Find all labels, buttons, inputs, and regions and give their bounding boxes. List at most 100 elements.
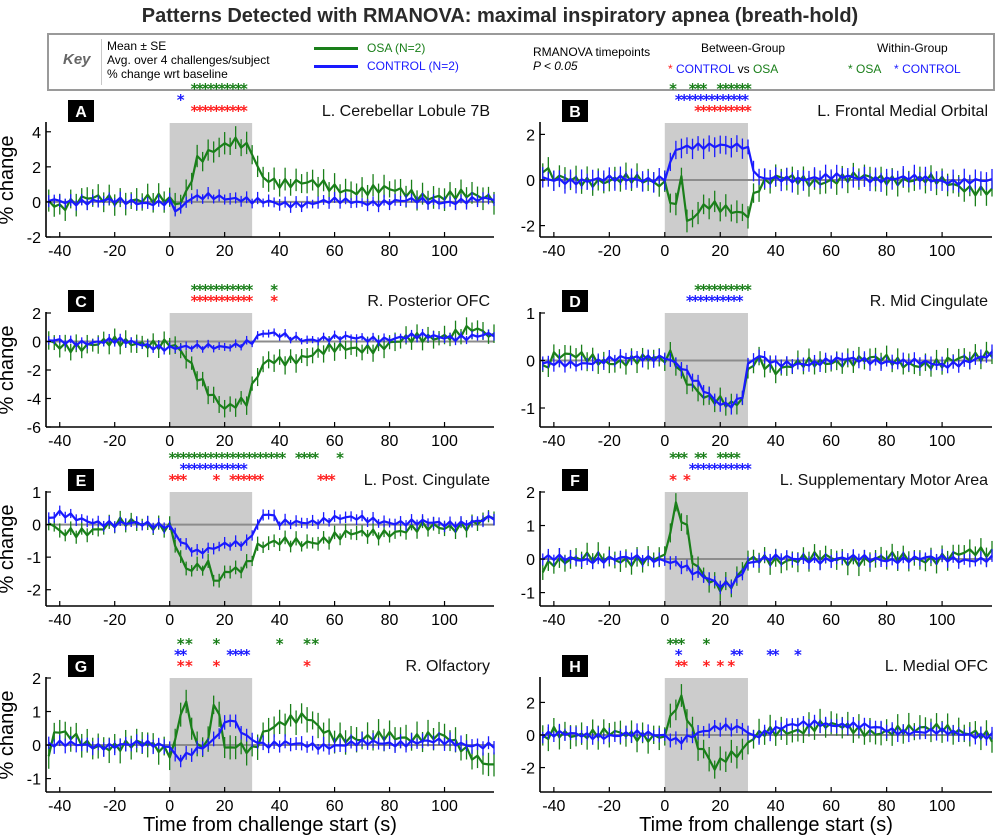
significance-star: * (240, 80, 248, 98)
significance-star: * (730, 646, 738, 664)
x-tick-label: 20 (216, 612, 234, 629)
significance-star: * (179, 471, 187, 489)
significance-star: * (716, 102, 724, 120)
key-separator (101, 39, 102, 85)
significance-star: * (223, 281, 231, 299)
significance-star: * (705, 102, 713, 120)
significance-star: * (174, 449, 182, 467)
significance-star: * (207, 460, 215, 478)
significance-star: * (694, 80, 702, 98)
osa-series-line (541, 501, 993, 593)
y-tick-label: -1 (27, 772, 41, 789)
panel-letter: G (75, 659, 87, 676)
osa-series-line (47, 700, 494, 766)
significance-star: * (234, 80, 242, 98)
significance-star: * (245, 471, 253, 489)
significance-star: * (336, 449, 344, 467)
panel-letter: B (569, 104, 581, 121)
significance-star: * (702, 635, 710, 653)
timepoints-title: RMANOVA timepoints (533, 45, 651, 59)
significance-star: * (700, 80, 708, 98)
significance-star: * (196, 102, 204, 120)
region-title: R. Olfactory (406, 658, 490, 675)
x-tick-label: 80 (878, 612, 896, 629)
within-control-star-icon: * (894, 62, 899, 76)
significance-star: * (251, 471, 259, 489)
x-tick-label: -20 (598, 433, 621, 450)
significance-star: * (722, 281, 730, 299)
region-title: L. Cerebellar Lobule 7B (322, 103, 490, 120)
significance-star: * (727, 102, 735, 120)
x-axis-label: Time from challenge start (s) (639, 814, 893, 836)
significance-star: * (719, 292, 727, 310)
y-tick-label: 1 (32, 485, 41, 502)
significance-star: * (185, 657, 193, 675)
significance-star: * (708, 292, 716, 310)
region-title: L. Supplementary Motor Area (780, 472, 988, 489)
significance-star: * (672, 635, 680, 653)
significance-star: * (276, 635, 284, 653)
x-tick-label: 40 (767, 612, 785, 629)
significance-star: * (196, 449, 204, 467)
between-osa-label: OSA (752, 62, 779, 76)
significance-star: * (226, 646, 234, 664)
control-series-line (48, 331, 495, 352)
significance-star: * (794, 646, 802, 664)
significance-star: * (694, 460, 702, 478)
control-series-line (48, 192, 495, 213)
significance-star: * (691, 91, 699, 109)
x-tick-label: 40 (271, 243, 289, 260)
y-tick-label: 1 (526, 519, 535, 536)
significance-star: * (267, 449, 275, 467)
significance-star: * (201, 80, 209, 98)
y-tick-label: -2 (521, 219, 535, 236)
y-tick-label: 0 (526, 552, 535, 569)
key-desc-avg: Avg. over 4 challenges/subject (107, 53, 270, 67)
significance-star: * (727, 449, 735, 467)
significance-star: * (716, 281, 724, 299)
x-tick-label: 100 (929, 243, 956, 260)
within-group-title: Within-Group (877, 41, 948, 55)
significance-star: * (168, 471, 176, 489)
significance-star: * (306, 449, 314, 467)
significance-star: * (212, 292, 220, 310)
significance-star: * (240, 471, 248, 489)
significance-star: * (212, 657, 220, 675)
key-desc-mean: Mean ± SE (107, 39, 167, 53)
x-tick-label: 100 (929, 433, 956, 450)
significance-star: * (223, 460, 231, 478)
significance-star: * (218, 460, 226, 478)
significance-star: * (680, 657, 688, 675)
between-star-icon: * (668, 62, 673, 76)
significance-star: * (229, 80, 237, 98)
significance-star: * (207, 80, 215, 98)
significance-star: * (196, 460, 204, 478)
x-tick-label: 20 (711, 433, 729, 450)
significance-star: * (207, 102, 215, 120)
osa-error-bars (542, 341, 993, 416)
x-tick-label: 80 (878, 798, 896, 815)
y-tick-label: -2 (27, 363, 41, 380)
x-tick-label: 60 (326, 243, 344, 260)
panel-letter: C (75, 294, 87, 311)
significance-star: * (722, 449, 730, 467)
y-axis-label: % change (0, 136, 18, 225)
osa-series-line (542, 349, 993, 408)
x-tick-label: 80 (381, 798, 399, 815)
significance-star: * (177, 635, 185, 653)
significance-star: * (190, 449, 198, 467)
y-tick-label: -2 (27, 230, 41, 247)
significance-star: * (733, 449, 741, 467)
x-tick-label: 100 (929, 798, 956, 815)
control-error-bars (542, 547, 993, 595)
y-tick-label: -2 (27, 583, 41, 600)
significance-star: * (772, 646, 780, 664)
x-tick-label: 100 (431, 798, 458, 815)
x-tick-label: 80 (381, 612, 399, 629)
within-osa-label: OSA (856, 62, 881, 76)
significance-star: * (675, 646, 683, 664)
between-vs-label: vs (737, 62, 750, 76)
x-tick-label: 20 (216, 433, 234, 450)
x-tick-label: -20 (598, 243, 621, 260)
significance-star: * (190, 460, 198, 478)
